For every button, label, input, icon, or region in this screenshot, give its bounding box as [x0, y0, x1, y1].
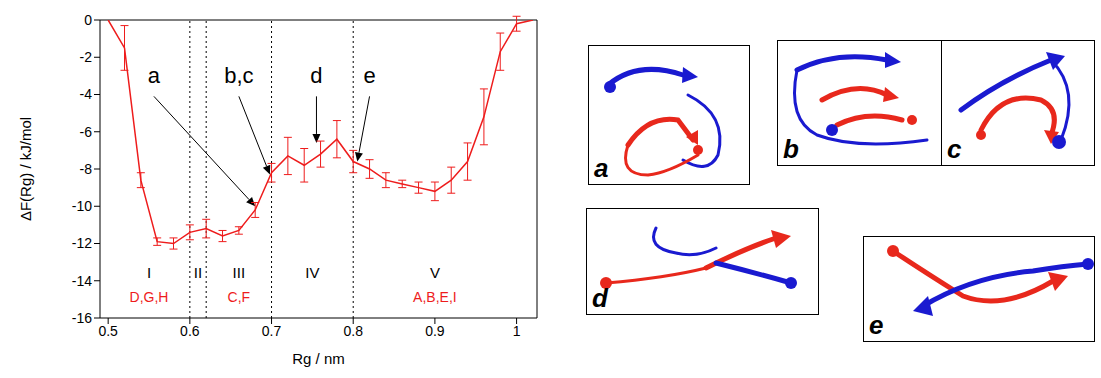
svg-text:I: I: [147, 264, 151, 281]
svg-text:b,c: b,c: [224, 63, 253, 88]
svg-text:V: V: [430, 264, 440, 281]
svg-text:a: a: [148, 63, 161, 88]
svg-text:c: c: [947, 134, 962, 164]
svg-text:IV: IV: [305, 264, 319, 281]
svg-text:a: a: [594, 153, 608, 183]
svg-text:d: d: [592, 283, 609, 313]
svg-text:-16: -16: [72, 310, 92, 326]
svg-text:-4: -4: [80, 86, 93, 102]
svg-text:1: 1: [513, 323, 521, 339]
svg-text:0.8: 0.8: [343, 323, 363, 339]
svg-text:0.7: 0.7: [262, 323, 282, 339]
svg-text:II: II: [194, 264, 202, 281]
svg-text:-2: -2: [80, 49, 93, 65]
svg-text:-6: -6: [80, 124, 93, 140]
svg-text:III: III: [233, 264, 246, 281]
svg-text:A,B,E,I: A,B,E,I: [413, 289, 457, 305]
svg-text:-8: -8: [80, 161, 93, 177]
svg-text:e: e: [869, 310, 883, 340]
svg-text:0.6: 0.6: [180, 323, 200, 339]
svg-text:-10: -10: [72, 198, 92, 214]
svg-text:C,F: C,F: [228, 289, 251, 305]
svg-text:-14: -14: [72, 273, 92, 289]
svg-text:b: b: [783, 134, 799, 164]
svg-text:0.5: 0.5: [98, 323, 118, 339]
svg-text:0: 0: [84, 12, 92, 28]
svg-text:e: e: [363, 63, 375, 88]
svg-text:0.9: 0.9: [425, 323, 445, 339]
svg-text:ΔF(Rg) / kJ/mol: ΔF(Rg) / kJ/mol: [17, 117, 34, 221]
svg-text:-12: -12: [72, 235, 92, 251]
svg-text:Rg / nm: Rg / nm: [292, 350, 345, 367]
svg-text:D,G,H: D,G,H: [130, 289, 169, 305]
svg-text:d: d: [310, 63, 322, 88]
